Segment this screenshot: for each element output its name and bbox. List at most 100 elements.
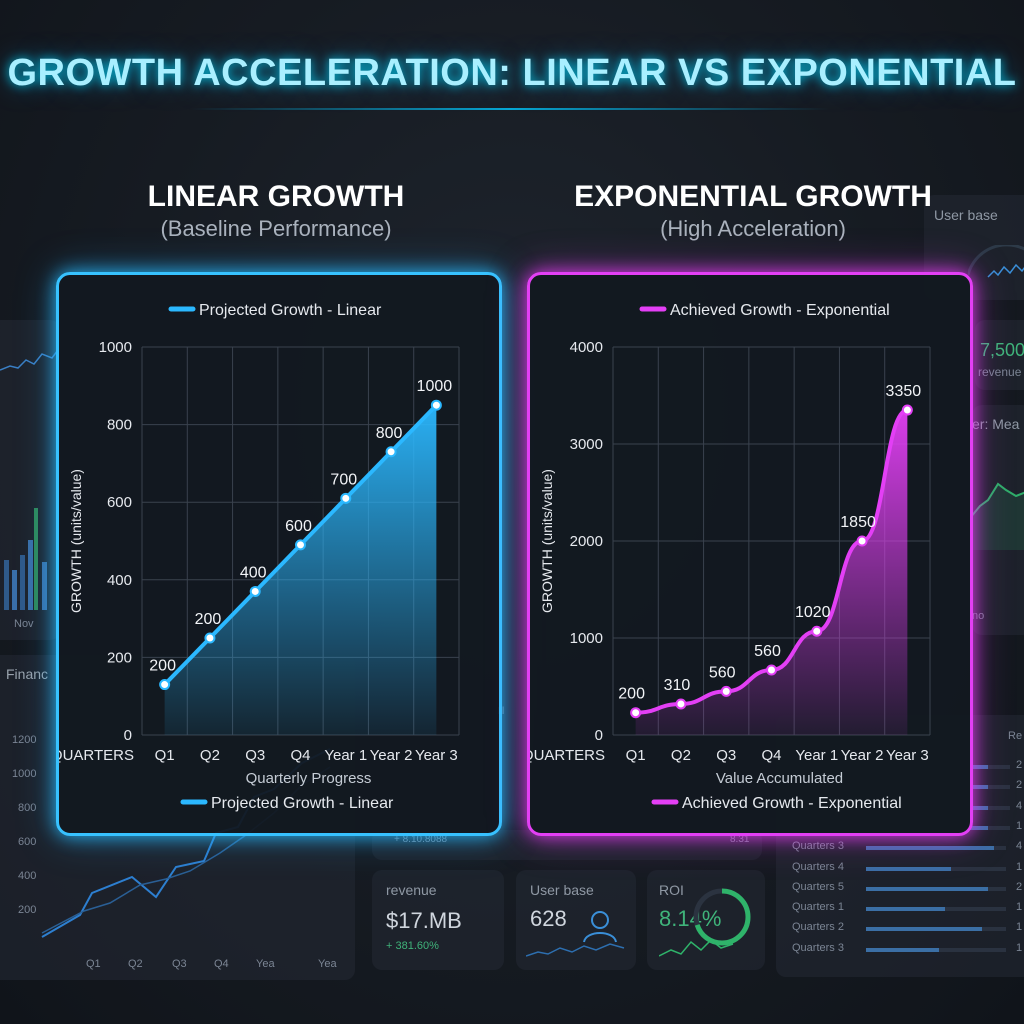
bg-left-bars: [4, 508, 47, 610]
linear-chart-card: Projected Growth - Linear 0 200 400 600 800 10…: [56, 272, 502, 836]
revenue-card-label: revenue: [386, 882, 437, 898]
bg-revenue-top-label: revenue: [978, 365, 1022, 379]
bg-list-bar-track: [866, 927, 1006, 932]
revenue-card-change: + 381.60%: [386, 940, 439, 952]
bg-list-bar-fill: [866, 866, 951, 871]
bg-list-value: 1: [1016, 860, 1023, 873]
data-point: [430, 399, 442, 411]
y-tick-label: 0: [595, 727, 603, 744]
bg-list-value: 4: [1016, 840, 1023, 853]
bg-finance-xtick: Yea: [318, 958, 337, 970]
data-point: [856, 535, 868, 547]
y-tick-label: 600: [107, 494, 132, 511]
bg-list-label: Quarters 3: [792, 941, 844, 954]
bg-finance-title: Financ: [6, 666, 49, 682]
bg-finance-xtick: Q3: [172, 958, 187, 970]
x-axis-prefix: QUARTERS: [530, 747, 605, 764]
bg-list-bar-fill: [866, 947, 939, 952]
page-title: GROWTH ACCELERATION: LINEAR VS EXPONENTI…: [7, 52, 1017, 94]
area-fill: [635, 410, 908, 735]
bg-list-bar-fill: [970, 765, 988, 769]
data-point: [901, 404, 913, 416]
bg-list-bar-track: [866, 947, 1006, 952]
y-tick-label: 400: [107, 572, 132, 589]
data-point: [766, 664, 777, 676]
data-label: 200: [618, 686, 645, 703]
bg-list-bar-fill: [866, 846, 994, 851]
y-tick-label: 1000: [570, 630, 603, 647]
x-tick-label: Q2: [200, 747, 220, 764]
y-tick-label: 0: [124, 727, 132, 744]
bg-finance-ytick: 1000: [12, 768, 37, 780]
data-point: [811, 625, 823, 637]
linear-heading: LINEAR GROWTH: [147, 180, 405, 213]
linear-growth-chart: Projected Growth - Linear 0 200 400 600 800 10…: [59, 302, 460, 812]
bg-userbase-top-label: User base: [934, 207, 998, 223]
y-tick-label: 4000: [570, 339, 603, 356]
roi-gauge: [693, 888, 751, 946]
x-tick-label: Year 1: [324, 747, 367, 764]
bg-left-month-label: Nov: [14, 618, 34, 630]
userbase-card-sparkline: [526, 943, 625, 957]
bg-list-label: Quarters 4: [792, 860, 844, 873]
roi-card: ROI 8.14%: [647, 870, 765, 970]
y-axis-label: GROWTH (units/value): [68, 469, 84, 613]
x-axis-prefix: QUARTERS: [59, 747, 134, 764]
legend-label-bottom: Achieved Growth - Exponential: [682, 795, 902, 812]
bg-measure-label: er: Mea: [972, 416, 1020, 432]
revenue-card-value: $17.MB: [386, 908, 462, 933]
x-tick-label: Year 1: [795, 747, 838, 764]
userbase-card-label: User base: [530, 882, 594, 898]
title-divider: [190, 108, 830, 110]
bg-list-label: Quarters 1: [792, 901, 844, 914]
bg-revenue-top-value: 7,500: [980, 340, 1024, 360]
bg-right-axis-tick: no: [972, 610, 985, 622]
exp-heading: EXPONENTIAL GROWTH: [574, 180, 932, 213]
series-line: [635, 408, 909, 715]
userbase-card-value: 628: [530, 906, 567, 931]
bg-list-label: Quarters 5: [792, 880, 844, 893]
exp-chart-card: Achieved Growth - Exponential 0 1000 2000 30…: [527, 272, 973, 836]
data-label: 400: [240, 564, 267, 581]
y-tick-label: 3000: [570, 436, 603, 453]
data-label: 3350: [886, 383, 922, 400]
bg-list-bar-fill: [970, 785, 988, 790]
data-point: [675, 698, 687, 710]
legend-label-top: Achieved Growth - Exponential: [670, 302, 890, 319]
bg-userbase-top-sparkline: [968, 245, 1024, 278]
bg-list-value: 2: [1016, 880, 1023, 893]
bg-finance-xtick: Yea: [256, 958, 275, 970]
bg-measure-line: [970, 482, 1024, 550]
data-point: [159, 679, 171, 691]
y-tick-label: 2000: [570, 533, 603, 550]
bg-list-bar-fill: [970, 825, 988, 830]
data-label: 200: [195, 611, 222, 628]
bg-mid-small-2: 8.31: [730, 834, 750, 845]
bg-list-value: 1: [1016, 901, 1023, 914]
roi-card-sparkline: [659, 938, 734, 957]
bg-left-sparkline: [0, 349, 59, 371]
data-label: 1020: [795, 604, 831, 621]
bg-list-bar-track: [866, 907, 1006, 912]
bg-list-value: 1: [1016, 941, 1023, 954]
user-icon: [583, 911, 617, 943]
bg-list-bar-track: [866, 846, 1006, 851]
x-axis-label: Quarterly Progress: [246, 770, 372, 787]
y-tick-label: 200: [107, 649, 132, 666]
data-label: 700: [330, 471, 357, 488]
exponential-growth-chart: Achieved Growth - Exponential 0 1000 2000 30…: [530, 302, 931, 812]
data-point: [720, 685, 732, 697]
linear-heading-block: LINEAR GROWTH (Baseline Performance): [66, 180, 486, 242]
bg-finance-xtick: Q2: [128, 958, 143, 970]
data-point: [249, 585, 261, 597]
x-axis-label: Value Accumulated: [716, 770, 843, 787]
bg-list-bar-track: [970, 785, 1010, 790]
bg-list-value: 2: [1016, 779, 1023, 792]
linear-subheading: (Baseline Performance): [160, 216, 392, 241]
area-fill: [164, 405, 437, 735]
x-tick-label: Year 2: [370, 747, 413, 764]
y-tick-label: 1000: [99, 339, 132, 356]
bg-list-label: Quarters 3: [792, 840, 844, 853]
data-label: 1000: [417, 378, 453, 395]
y-tick-label: 800: [107, 417, 132, 434]
